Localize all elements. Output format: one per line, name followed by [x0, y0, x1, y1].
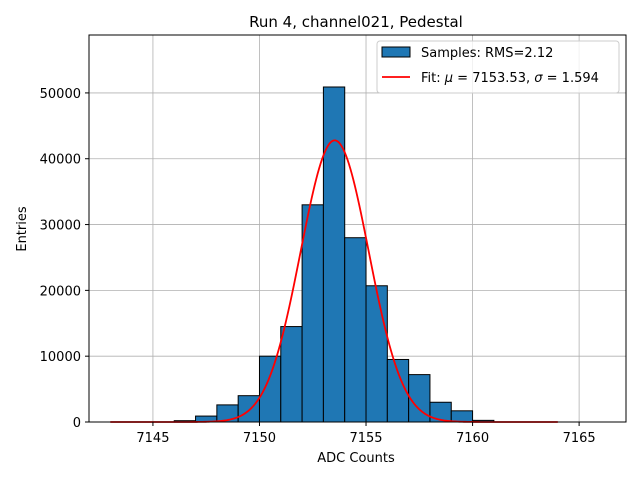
y-tick-label: 0 [73, 416, 81, 431]
y-tick-label: 10000 [40, 350, 81, 365]
histogram-bar [237, 395, 260, 423]
x-axis-label: ADC Counts [317, 451, 395, 466]
legend: Samples: RMS=2.12 Fit: μ = 7153.53, σ = … [376, 40, 620, 94]
y-axis-label: Entries [15, 206, 30, 252]
x-tick-label: 7160 [456, 431, 489, 446]
histogram-bar [322, 86, 346, 423]
legend-samples-label: Samples: RMS=2.12 [421, 46, 553, 61]
histogram-bar [280, 326, 303, 423]
y-tick-label: 50000 [40, 87, 81, 102]
legend-box [376, 40, 620, 94]
histogram-bar [258, 355, 282, 423]
x-tick-label: 7165 [563, 431, 596, 446]
histogram-bar [301, 204, 324, 423]
legend-bars-swatch [381, 46, 411, 58]
y-tick-label: 20000 [40, 284, 81, 299]
x-tick-label: 7150 [243, 431, 276, 446]
chart-title: Run 4, channel021, Pedestal [249, 13, 463, 31]
histogram-bar [365, 285, 388, 423]
x-tick-label: 7145 [136, 431, 169, 446]
histogram-bars [173, 86, 495, 423]
y-tick-label: 30000 [40, 219, 81, 234]
y-axis-ticks: 0 10000 20000 30000 40000 50000 [40, 87, 89, 431]
histogram-bar [344, 237, 367, 423]
histogram-bar [450, 410, 474, 423]
plot-frame [88, 34, 627, 423]
legend-fit-label: Fit: μ = 7153.53, σ = 1.594 [421, 71, 599, 86]
x-tick-label: 7155 [349, 431, 382, 446]
x-axis-ticks: 7145 7150 7155 7160 7165 [136, 422, 596, 446]
y-tick-label: 40000 [40, 153, 81, 168]
